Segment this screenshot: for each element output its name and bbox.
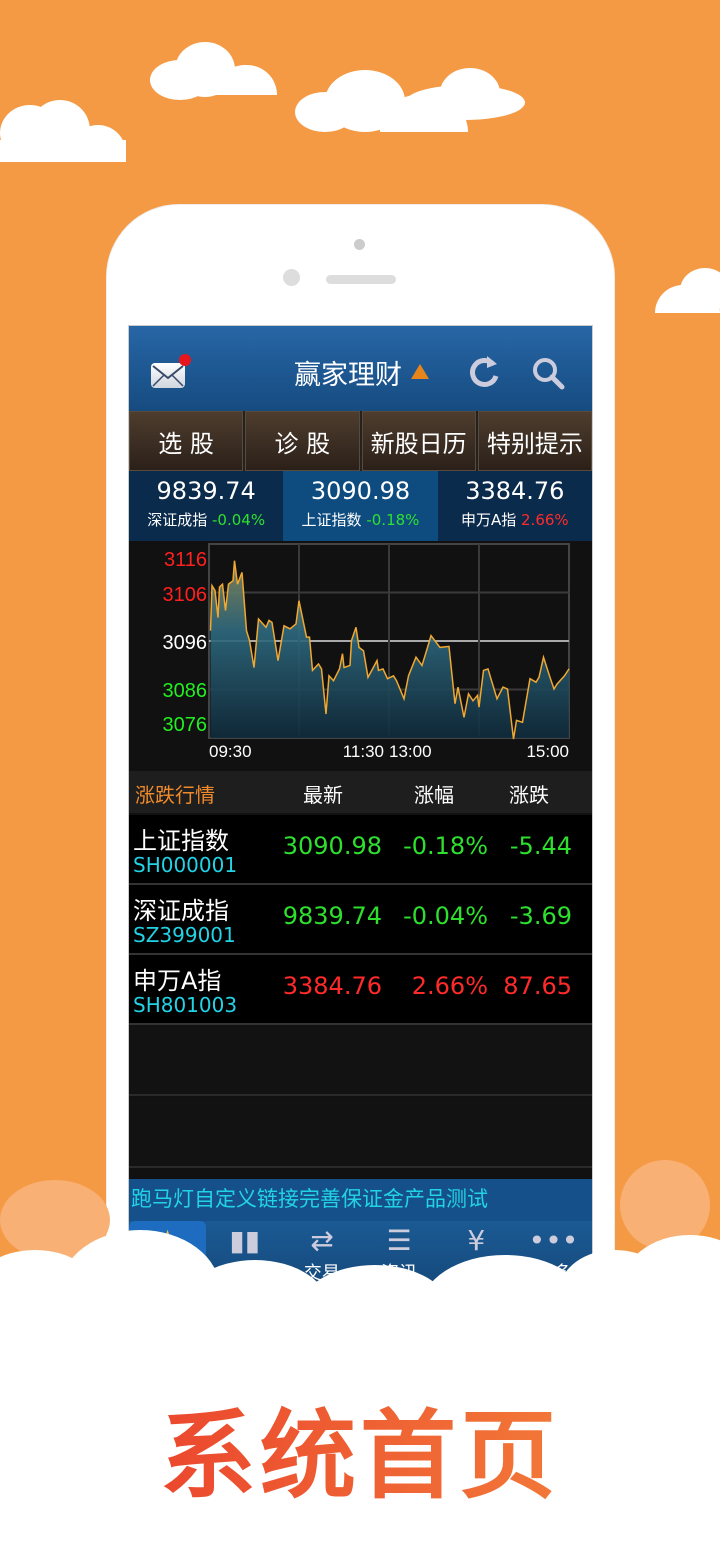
ipo-calendar-button[interactable]: 新股日历 bbox=[361, 411, 476, 471]
latest-price: 9839.74 bbox=[282, 902, 382, 930]
stock-picking-button[interactable]: 选 股 bbox=[129, 411, 244, 471]
index-name: 上证指数 bbox=[301, 511, 362, 529]
price-line bbox=[209, 560, 570, 740]
more-icon: ••• bbox=[528, 1224, 579, 1257]
y-tick-label: 3096 bbox=[163, 632, 208, 654]
empty-row bbox=[129, 1098, 592, 1168]
change-amount: 87.65 bbox=[503, 972, 572, 1000]
index-change: -0.18% bbox=[366, 511, 420, 529]
index-tab-shanghai[interactable]: 3090.98 上证指数 -0.18% bbox=[283, 471, 438, 541]
notification-badge bbox=[179, 354, 191, 366]
column-header-change[interactable]: 涨跌 bbox=[509, 783, 549, 807]
index-value: 3384.76 bbox=[465, 477, 565, 505]
stock-diagnosis-button[interactable]: 诊 股 bbox=[245, 411, 360, 471]
index-change: 2.66% bbox=[521, 511, 569, 529]
marquee-ticker[interactable]: 跑马灯自定义链接完善保证金产品测试 bbox=[129, 1179, 592, 1221]
toolbar: 选 股 诊 股 新股日历 特别提示 bbox=[129, 411, 592, 471]
yen-icon: ¥ bbox=[467, 1224, 486, 1257]
index-change: -0.04% bbox=[212, 511, 266, 529]
table-row[interactable]: 申万A指 SH801003 3384.76 2.66% 87.65 bbox=[129, 955, 592, 1025]
speaker bbox=[326, 275, 396, 284]
special-notice-button[interactable]: 特别提示 bbox=[477, 411, 592, 471]
caption-title: 系统首页 bbox=[0, 1378, 720, 1517]
exchange-icon: ⇄ bbox=[310, 1224, 334, 1257]
bar-chart-icon: ▮▮ bbox=[229, 1224, 261, 1257]
index-value: 9839.74 bbox=[156, 477, 256, 505]
x-tick-label: 11:30 bbox=[343, 742, 384, 761]
x-tick-label: 13:00 bbox=[389, 742, 432, 761]
index-value: 3090.98 bbox=[310, 477, 411, 505]
sensor-dot bbox=[354, 239, 365, 250]
stock-code: SH801003 bbox=[133, 993, 238, 1017]
column-header-latest[interactable]: 最新 bbox=[303, 783, 343, 807]
change-percent: -0.04% bbox=[403, 902, 488, 930]
camera bbox=[283, 269, 300, 286]
app-title[interactable]: 赢家理财 bbox=[294, 360, 402, 391]
change-percent: -0.18% bbox=[403, 832, 488, 860]
table-row[interactable]: 上证指数 SH000001 3090.98 -0.18% -5.44 bbox=[129, 815, 592, 885]
stock-name: 深证成指 bbox=[133, 897, 229, 925]
change-amount: -5.44 bbox=[509, 832, 572, 860]
latest-price: 3090.98 bbox=[282, 832, 382, 860]
search-icon[interactable] bbox=[531, 356, 565, 390]
stock-code: SZ399001 bbox=[133, 923, 236, 947]
column-header-pct[interactable]: 涨幅 bbox=[414, 783, 454, 807]
y-tick-label: 3116 bbox=[164, 549, 207, 571]
y-tick-label: 3106 bbox=[163, 584, 208, 606]
header: 赢家理财 bbox=[129, 326, 592, 411]
y-tick-label: 3076 bbox=[163, 714, 208, 736]
empty-row bbox=[129, 1026, 592, 1096]
x-tick-label: 15:00 bbox=[526, 742, 569, 761]
index-name: 申万A指 bbox=[460, 511, 517, 529]
intraday-chart[interactable]: 3116 3106 3096 3086 3076 09:30 11:30 13:00 15:00 bbox=[129, 541, 592, 771]
column-header-section: 涨跌行情 bbox=[135, 783, 215, 807]
app-screen: 赢家理财 选 股 诊 股 新股日历 特别提示 9839.74 深证成指 -0.0… bbox=[128, 325, 593, 1285]
table-row[interactable]: 深证成指 SZ399001 9839.74 -0.04% -3.69 bbox=[129, 885, 592, 955]
stock-code: SH000001 bbox=[133, 853, 238, 877]
index-tab-swa[interactable]: 3384.76 申万A指 2.66% bbox=[437, 471, 592, 541]
index-strip: 9839.74 深证成指 -0.04% 3090.98 上证指数 -0.18% … bbox=[129, 471, 592, 541]
change-amount: -3.69 bbox=[509, 902, 572, 930]
change-percent: 2.66% bbox=[411, 972, 488, 1000]
latest-price: 3384.76 bbox=[282, 972, 382, 1000]
news-icon: ☰ bbox=[386, 1224, 412, 1257]
index-tab-shenzhen[interactable]: 9839.74 深证成指 -0.04% bbox=[129, 471, 284, 541]
x-tick-label: 09:30 bbox=[209, 742, 252, 761]
stock-name: 申万A指 bbox=[133, 967, 222, 995]
stock-name: 上证指数 bbox=[133, 827, 229, 855]
y-tick-label: 3086 bbox=[163, 680, 208, 702]
mail-icon[interactable] bbox=[151, 363, 185, 388]
dropdown-triangle-icon[interactable] bbox=[411, 364, 429, 379]
index-name: 深证成指 bbox=[147, 511, 208, 529]
table-header: 涨跌行情 最新 涨幅 涨跌 bbox=[129, 771, 592, 813]
refresh-icon[interactable] bbox=[469, 354, 501, 390]
price-area bbox=[210, 560, 569, 739]
